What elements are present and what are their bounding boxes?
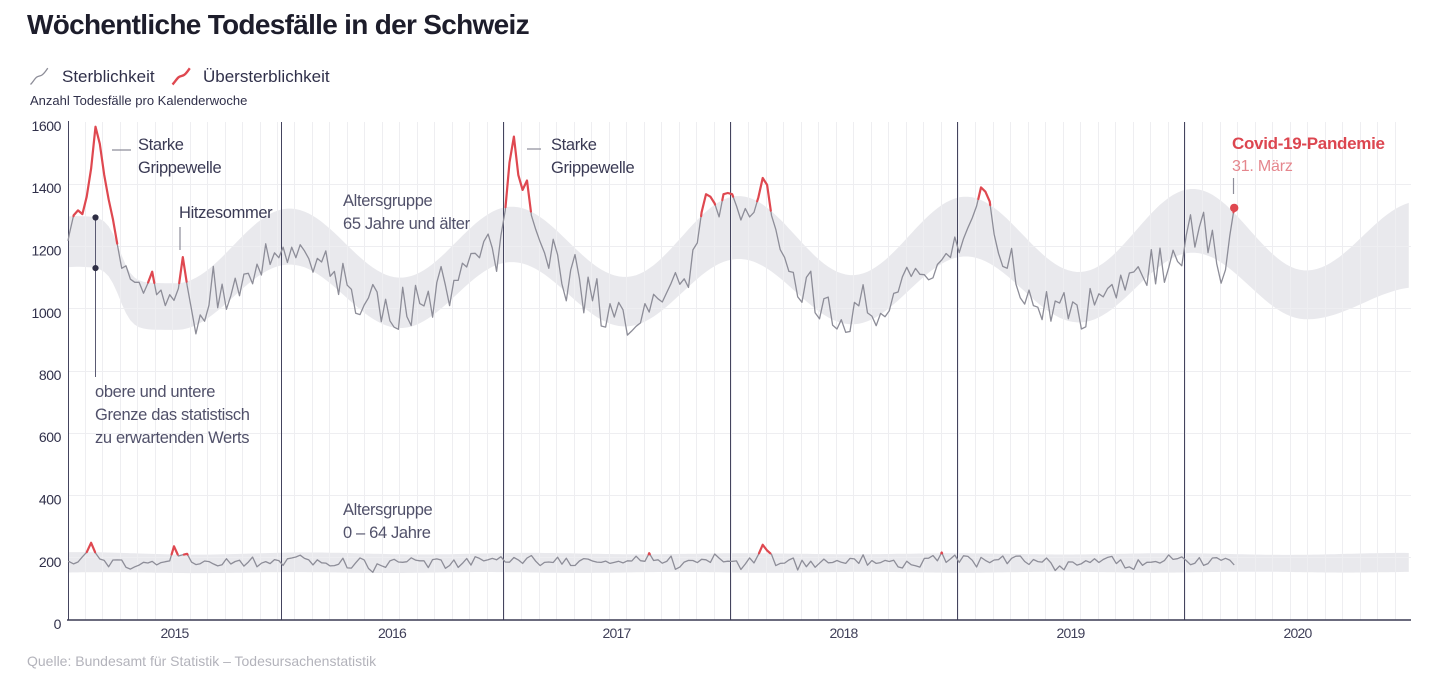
svg-text:Starke: Starke xyxy=(138,136,184,154)
svg-text:1600: 1600 xyxy=(31,118,61,134)
svg-text:Sterblichkeit: Sterblichkeit xyxy=(62,67,155,86)
svg-text:0: 0 xyxy=(54,616,62,632)
svg-text:65 Jahre und älter: 65 Jahre und älter xyxy=(343,215,471,233)
svg-text:1000: 1000 xyxy=(31,305,61,321)
svg-text:31. März: 31. März xyxy=(1232,158,1293,175)
svg-text:zu erwartenden Werts: zu erwartenden Werts xyxy=(95,429,249,447)
svg-text:Starke: Starke xyxy=(551,136,597,154)
svg-text:2020: 2020 xyxy=(1284,625,1313,641)
svg-text:800: 800 xyxy=(39,367,62,383)
svg-text:0 – 64 Jahre: 0 – 64 Jahre xyxy=(343,524,431,542)
svg-text:Hitzesommer: Hitzesommer xyxy=(179,204,273,222)
svg-text:600: 600 xyxy=(39,429,62,445)
svg-text:400: 400 xyxy=(39,492,62,508)
svg-text:Quelle: Bundesamt für Statisti: Quelle: Bundesamt für Statistik – Todesu… xyxy=(27,653,377,669)
svg-text:Wöchentliche Todesfälle in der: Wöchentliche Todesfälle in der Schweiz xyxy=(27,9,529,40)
svg-text:Grippewelle: Grippewelle xyxy=(138,159,221,177)
svg-text:1200: 1200 xyxy=(31,243,61,259)
svg-text:2019: 2019 xyxy=(1057,625,1086,641)
svg-text:Übersterblichkeit: Übersterblichkeit xyxy=(203,67,330,86)
svg-text:Altersgruppe: Altersgruppe xyxy=(343,192,433,210)
svg-text:1400: 1400 xyxy=(31,180,61,196)
svg-text:obere und untere: obere und untere xyxy=(95,383,215,401)
svg-text:2018: 2018 xyxy=(830,625,859,641)
svg-text:Grippewelle: Grippewelle xyxy=(551,159,634,177)
svg-text:Covid-19-Pandemie: Covid-19-Pandemie xyxy=(1232,134,1385,153)
svg-text:Grenze das statistisch: Grenze das statistisch xyxy=(95,406,250,424)
svg-text:200: 200 xyxy=(39,554,62,570)
svg-text:Anzahl Todesfälle pro Kalender: Anzahl Todesfälle pro Kalenderwoche xyxy=(30,93,247,108)
svg-text:2017: 2017 xyxy=(603,625,632,641)
svg-text:2015: 2015 xyxy=(161,625,190,641)
svg-text:Altersgruppe: Altersgruppe xyxy=(343,501,433,519)
svg-text:2016: 2016 xyxy=(378,625,407,641)
